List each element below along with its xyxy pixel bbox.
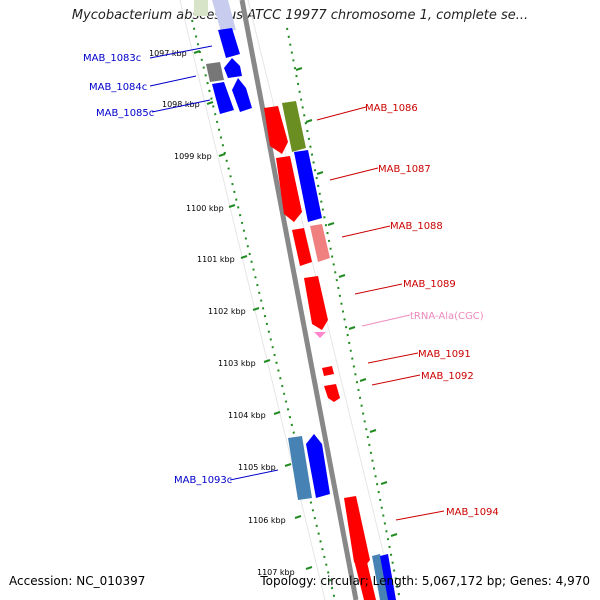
gene-MAB_1087[interactable] [276,156,302,222]
gene-MAB_1085c-arrow[interactable] [232,78,252,112]
gene-feature-bottom[interactable] [354,558,376,600]
gene-MAB_1088-pink[interactable] [310,224,330,262]
gene-label-MAB_1092[interactable]: MAB_1092 [421,371,474,382]
tick-label: 1101 kbp [197,255,235,264]
gene-MAB_1093c-blue[interactable] [306,434,330,498]
gene-label-tRNA[interactable]: tRNA-Ala(CGC) [410,311,484,322]
gene-MAB_1087-blue[interactable] [294,150,322,222]
genome-backbone [239,0,359,600]
ruler-ticks-left [193,50,313,570]
gene-feature-bottom[interactable] [372,554,390,600]
gene-MAB_1086-green[interactable] [282,101,306,152]
tick-label: 1106 kbp [248,516,286,525]
ruler-tick-labels: 1097 kbp 1098 kbp 1099 kbp 1100 kbp 1101… [149,49,295,577]
gene-features [194,0,396,600]
tick-label: 1107 kbp [257,568,295,577]
gene-tRNA[interactable] [314,332,326,338]
gene-MAB_1085c[interactable] [212,82,234,114]
gene-MAB_1091[interactable] [322,366,334,376]
gene-MAB_1083c[interactable] [218,28,240,58]
gene-feature-faded[interactable] [212,0,236,32]
gene-label-MAB_1083c[interactable]: MAB_1083c [83,53,141,64]
gene-labels: MAB_1083c MAB_1084c MAB_1085c MAB_1086 M… [83,53,499,518]
gene-label-MAB_1085c[interactable]: MAB_1085c [96,108,154,119]
gene-MAB_1094[interactable] [344,496,370,570]
gene-label-MAB_1094[interactable]: MAB_1094 [446,507,499,518]
gene-label-MAB_1093c[interactable]: MAB_1093c [174,475,232,486]
tick-label: 1099 kbp [174,152,212,161]
accession-text: Accession: NC_010397 [9,574,146,588]
tick-label: 1105 kbp [238,463,276,472]
ruler-line-left [191,19,336,600]
tick-label: 1102 kbp [208,307,246,316]
gene-MAB_1089[interactable] [304,276,328,330]
gene-MAB_1093c[interactable] [288,436,312,500]
ruler-ticks-right [295,67,398,537]
map-title: Mycobacterium abscessus ATCC 19977 chrom… [71,8,529,23]
gene-label-MAB_1086[interactable]: MAB_1086 [365,103,418,114]
label-leader-lines [149,45,445,521]
gene-MAB_1088[interactable] [292,228,312,266]
ruler-line-right [286,27,401,600]
gene-label-MAB_1088[interactable]: MAB_1088 [390,221,443,232]
gene-MAB_1084c[interactable] [206,62,224,82]
gene-MAB_1084c-arrow[interactable] [224,58,242,78]
gene-MAB_1086[interactable] [264,106,288,154]
tick-label: 1098 kbp [162,100,200,109]
gene-label-MAB_1084c[interactable]: MAB_1084c [89,82,147,93]
gene-MAB_1092[interactable] [324,384,340,402]
tick-label: 1100 kbp [186,204,224,213]
tick-label: 1097 kbp [149,49,187,58]
tick-label: 1103 kbp [218,359,256,368]
gene-label-MAB_1087[interactable]: MAB_1087 [378,164,431,175]
gene-feature-faded[interactable] [194,0,208,16]
tick-label: 1104 kbp [228,411,266,420]
gene-label-MAB_1089[interactable]: MAB_1089 [403,279,456,290]
track-border-left [179,0,326,600]
gene-label-MAB_1091[interactable]: MAB_1091 [418,349,471,360]
summary-text: Topology: circular; Length: 5,067,172 bp… [260,574,590,588]
gene-feature-bottom[interactable] [380,554,396,600]
